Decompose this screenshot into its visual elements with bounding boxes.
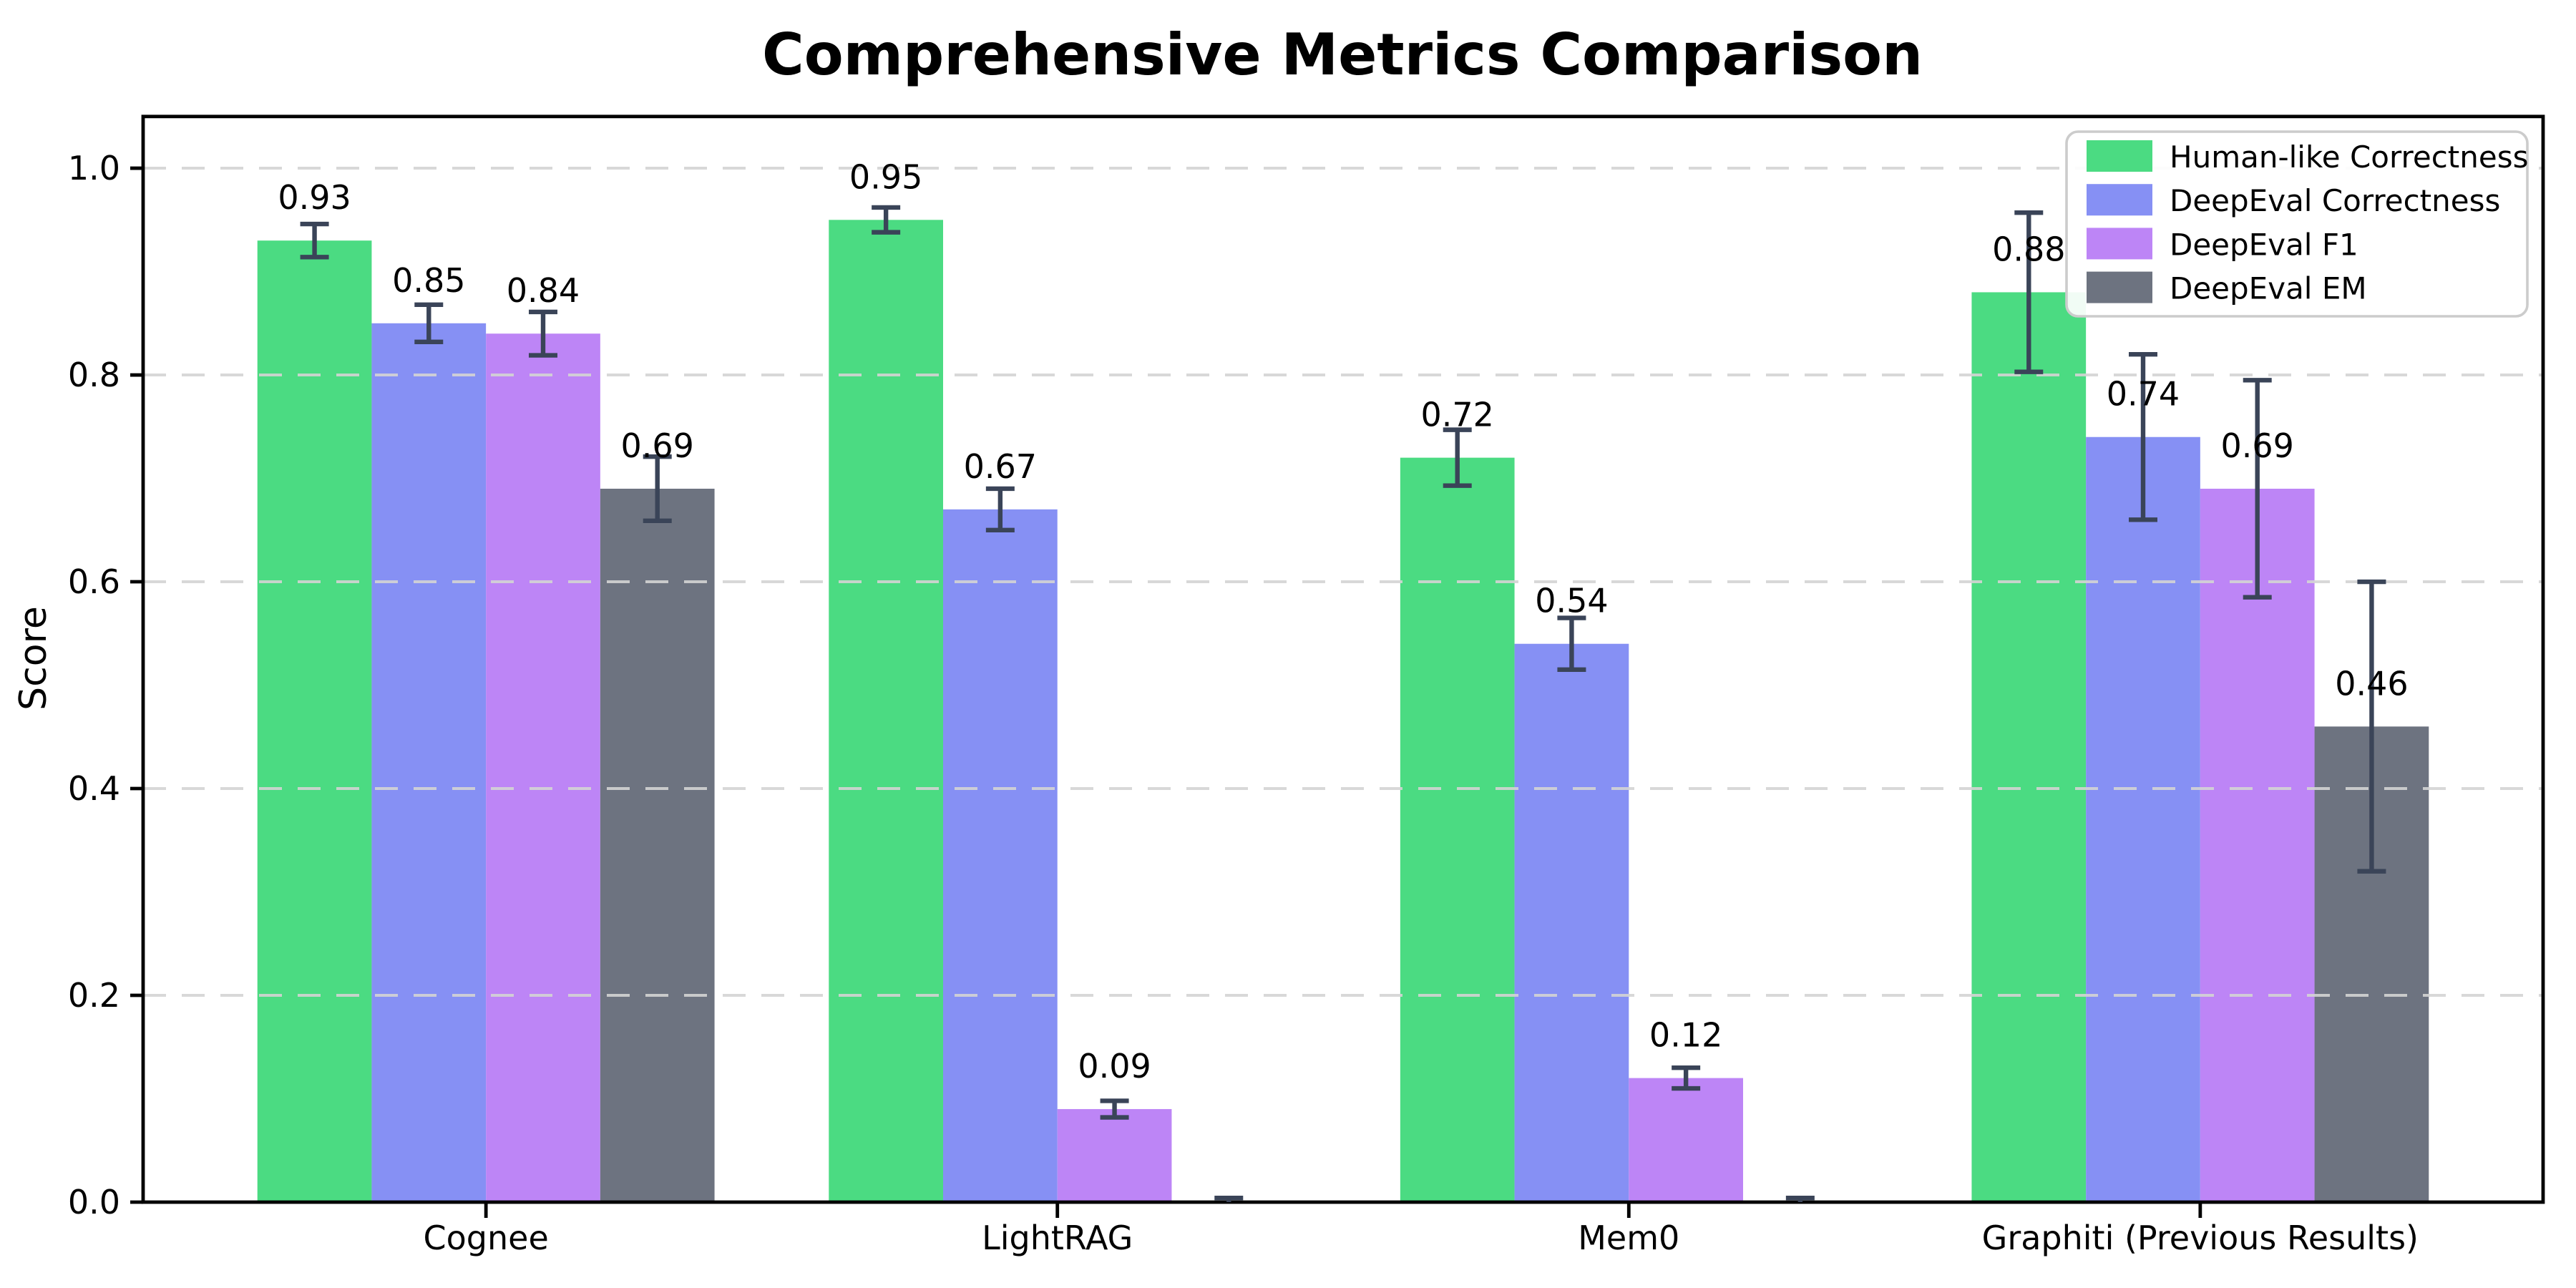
bar [600, 488, 715, 1202]
x-tick-label: LightRAG [982, 1219, 1133, 1257]
bar [1629, 1078, 1743, 1202]
bar [257, 240, 372, 1202]
legend-swatch [2087, 140, 2152, 172]
chart-title: Comprehensive Metrics Comparison [762, 21, 1923, 88]
legend-entry-label: DeepEval EM [2170, 271, 2367, 306]
bar-value-label: 0.85 [392, 261, 465, 300]
legend-entry-label: DeepEval F1 [2170, 227, 2358, 262]
y-tick-label: 0.8 [68, 356, 120, 394]
bar-value-label: 0.54 [1535, 582, 1608, 620]
bar [371, 323, 487, 1202]
bar [1057, 1108, 1172, 1202]
bar [1514, 643, 1629, 1202]
bar-value-label: 0.69 [2221, 426, 2294, 465]
bar-value-label: 0.46 [2335, 664, 2408, 703]
bar-value-label: 0.84 [507, 271, 580, 310]
bar [829, 220, 943, 1203]
axes-layer [141, 114, 2545, 1204]
y-axis-label: Score [12, 606, 55, 711]
y-tick-label: 0.0 [68, 1183, 120, 1221]
bar-value-label: 0.74 [2107, 375, 2180, 414]
bars-layer [257, 220, 2429, 1203]
y-tick-label: 0.2 [68, 976, 120, 1015]
legend-box [2065, 130, 2529, 318]
x-tick-label: Graphiti (Previous Results) [1982, 1219, 2419, 1257]
bar [486, 333, 600, 1202]
legend-swatch [2087, 271, 2152, 303]
bar-value-label: 0.67 [964, 447, 1037, 486]
bar [943, 509, 1058, 1202]
bar [2086, 436, 2200, 1202]
legend: Human-like Correctness DeepEval Correctne… [2065, 130, 2529, 318]
error-bars-layer [300, 205, 2386, 1202]
y-tick-label: 0.6 [68, 562, 120, 601]
gridlines-layer [143, 167, 2543, 997]
bar-value-label: 0.95 [849, 157, 922, 196]
value-labels-layer: 0.93 0.95 0.72 0.88 0.85 0.67 0.54 0.74 0.84 0.09… [278, 157, 2408, 1085]
bar [1400, 457, 1515, 1202]
x-tick-label: Mem0 [1578, 1219, 1679, 1257]
bar [2200, 488, 2315, 1202]
bar-value-label: 0.88 [1992, 230, 2065, 268]
bar-value-label: 0.93 [278, 178, 351, 217]
ticks-layer: 0.0 0.2 0.4 0.6 0.8 1.0 Cognee LightRAG Mem0 Grap… [68, 149, 2419, 1257]
bar-value-label: 0.12 [1649, 1016, 1722, 1055]
legend-entry-label: Human-like Correctness [2170, 140, 2529, 175]
legend-entry-label: DeepEval Correctness [2170, 183, 2500, 218]
bar-value-label: 0.09 [1078, 1047, 1151, 1085]
plot-border [141, 114, 2545, 1204]
legend-swatch [2087, 228, 2152, 260]
bar [1971, 292, 2087, 1202]
legend-swatch [2087, 184, 2152, 216]
bar-value-label: 0.69 [621, 426, 694, 465]
x-tick-label: Cognee [424, 1219, 549, 1257]
y-tick-label: 0.4 [68, 769, 120, 808]
bar-value-label: 0.72 [1421, 396, 1494, 434]
y-tick-label: 1.0 [68, 149, 120, 187]
